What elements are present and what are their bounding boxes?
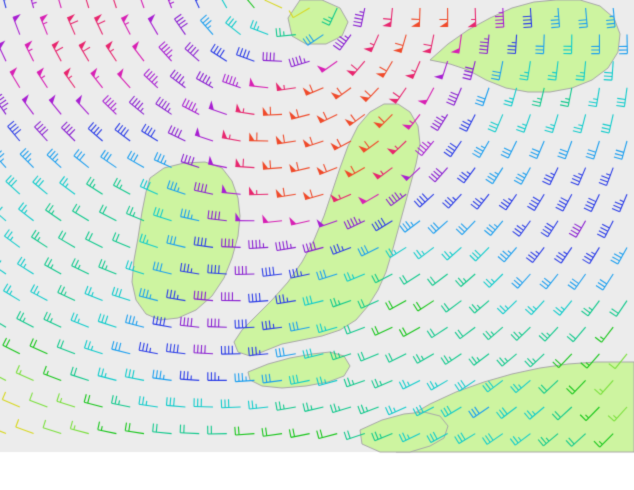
wind-barb-map-canvas[interactable] [0, 0, 634, 490]
weather-map-screenshot: Wind 850 hPa [kts] GFS 51015202530354045… [0, 0, 634, 490]
